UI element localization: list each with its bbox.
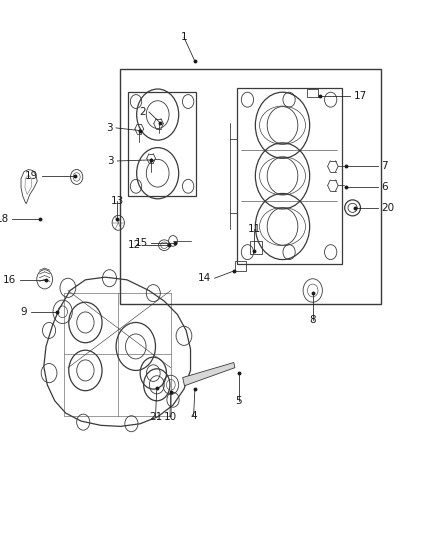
Text: 6: 6 — [381, 182, 388, 191]
Text: 16: 16 — [3, 275, 16, 285]
Text: 7: 7 — [381, 161, 388, 171]
Text: 3: 3 — [106, 123, 113, 133]
Polygon shape — [183, 362, 235, 386]
Text: 2: 2 — [139, 107, 145, 117]
Text: 10: 10 — [163, 412, 177, 422]
Text: 9: 9 — [21, 307, 27, 317]
Text: 15: 15 — [134, 238, 148, 247]
Text: 17: 17 — [354, 91, 367, 101]
Text: 3: 3 — [107, 156, 114, 166]
Text: 11: 11 — [247, 224, 261, 234]
Text: 4: 4 — [190, 411, 197, 421]
Text: 19: 19 — [25, 171, 38, 181]
Text: 12: 12 — [128, 240, 141, 250]
Text: 20: 20 — [381, 203, 394, 213]
Text: 14: 14 — [198, 273, 211, 283]
Text: 13: 13 — [111, 197, 124, 206]
Text: 8: 8 — [309, 315, 316, 325]
Text: 5: 5 — [235, 396, 242, 406]
Text: 1: 1 — [180, 33, 187, 42]
Text: 18: 18 — [0, 214, 9, 223]
Text: 21: 21 — [149, 412, 162, 422]
